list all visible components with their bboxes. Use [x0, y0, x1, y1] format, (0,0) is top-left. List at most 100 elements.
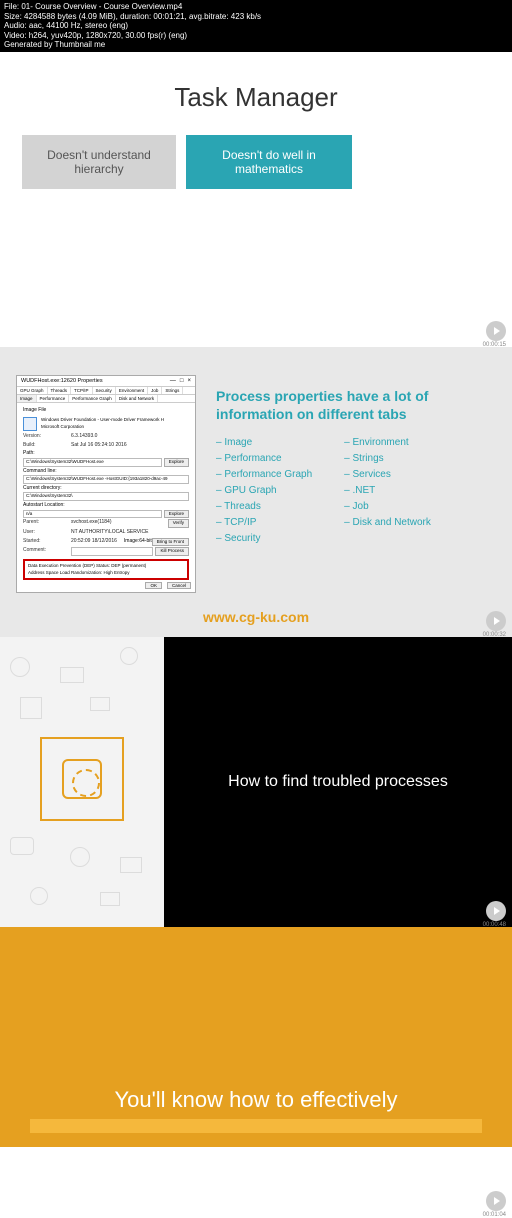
info-column: Process properties have a lot of informa…: [216, 375, 496, 621]
meta-video: Video: h264, yuv420p, 1280x720, 30.00 fp…: [4, 31, 508, 41]
list-item: Environment: [344, 437, 431, 448]
list-item: Performance Graph: [216, 469, 312, 480]
parent-value: svchost.exe(1184): [71, 519, 166, 528]
maximize-icon[interactable]: □: [180, 378, 184, 384]
list-item: Performance: [216, 453, 312, 464]
page-title: Task Manager: [0, 82, 512, 113]
comment-label: Comment:: [23, 547, 71, 556]
version-label: Version:: [23, 433, 71, 441]
decorative-panel: [0, 637, 164, 927]
issue-box-math: Doesn't do well in mathematics: [186, 135, 352, 189]
user-value: NT AUTHORITY\LOCAL SERVICE: [71, 529, 189, 537]
tab-image[interactable]: Image: [17, 395, 37, 402]
auto-label: Autostart Location:: [23, 502, 189, 510]
aslr-status: Address Space Load Randomization: High E…: [28, 570, 184, 576]
meta-gen: Generated by Thumbnail me: [4, 40, 508, 50]
tab-perf[interactable]: Performance: [37, 395, 70, 402]
list-item: Services: [344, 469, 431, 480]
close-icon[interactable]: ×: [187, 378, 191, 384]
section-label: Image File: [23, 407, 189, 415]
image-label: Image:: [124, 538, 139, 547]
tab-job[interactable]: Job: [148, 387, 162, 394]
list-item: .NET: [344, 485, 431, 496]
play-icon[interactable]: [486, 901, 506, 921]
list-item: Threads: [216, 501, 312, 512]
curdir-input[interactable]: C:\Windows\System32\: [23, 492, 189, 501]
play-icon[interactable]: [486, 321, 506, 341]
tab-env[interactable]: Environment: [116, 387, 148, 394]
tab-perfgraph[interactable]: Performance Graph: [69, 395, 116, 402]
build-value: Sat Jul 16 05:24:10 2016: [71, 442, 189, 450]
dialog-footer: OK Cancel: [143, 582, 191, 589]
app-icon: [23, 417, 37, 431]
slide-process-properties: WUDFHost.exe:12620 Properties — □ × GPU …: [0, 347, 512, 637]
issue-box-hierarchy: Doesn't understand hierarchy: [22, 135, 176, 189]
desc-1: Windows Driver Foundation - User-mode Dr…: [41, 417, 189, 424]
tab-disk[interactable]: Disk and Network: [116, 395, 158, 402]
tab-strings[interactable]: Strings: [162, 387, 183, 394]
started-value: 20:52:09 18/12/2016: [71, 538, 120, 547]
gear-icon: [40, 737, 124, 821]
path-label: Path:: [23, 450, 189, 458]
dialog-body: Image File Windows Driver Foundation - U…: [17, 403, 195, 584]
meta-file: File: 01- Course Overview - Course Overv…: [4, 2, 508, 12]
user-label: User:: [23, 529, 71, 537]
desc-2: Microsoft Corporation: [41, 424, 189, 431]
slide-task-manager: Task Manager Doesn't understand hierarch…: [0, 52, 512, 347]
play-icon[interactable]: [486, 1191, 506, 1211]
highlight-bar: [30, 1119, 482, 1133]
explore-button[interactable]: Explore: [164, 458, 189, 467]
tab-tcpip[interactable]: TCP/IP: [71, 387, 93, 394]
tab-list-2: Environment Strings Services .NET Job Di…: [344, 437, 431, 549]
list-item: TCP/IP: [216, 517, 312, 528]
cmd-label: Command line:: [23, 468, 189, 476]
minimize-icon[interactable]: —: [170, 378, 176, 384]
list-item: Security: [216, 533, 312, 544]
tab-threads[interactable]: Threads: [48, 387, 72, 394]
tab-gpugraph[interactable]: GPU Graph: [17, 387, 48, 394]
list-item: Image: [216, 437, 312, 448]
version-value: 6.3.14393.0: [71, 433, 189, 441]
watermark: www.cg-ku.com: [203, 609, 309, 625]
comment-input[interactable]: [71, 547, 153, 556]
slide-title: You'll know how to effectively: [114, 1087, 397, 1113]
dialog-title: WUDFHost.exe:12620 Properties: [21, 378, 103, 384]
issue-boxes: Doesn't understand hierarchy Doesn't do …: [0, 135, 512, 189]
timestamp: 00:01:04: [483, 1212, 506, 1218]
play-icon[interactable]: [486, 611, 506, 631]
explore-button-2[interactable]: Explore: [164, 510, 189, 519]
cancel-button[interactable]: Cancel: [167, 582, 191, 589]
list-item: GPU Graph: [216, 485, 312, 496]
highlighted-section: Data Execution Prevention (DEP) Status: …: [23, 559, 189, 580]
list-item: Disk and Network: [344, 517, 431, 528]
curdir-label: Current directory:: [23, 485, 189, 493]
tab-row-2: Image Performance Performance Graph Disk…: [17, 395, 195, 403]
verify-button[interactable]: Verify: [168, 519, 189, 528]
path-input[interactable]: C:\Windows\System32\WUDFHost.exe: [23, 458, 162, 467]
started-label: Started:: [23, 538, 71, 547]
meta-audio: Audio: aac, 44100 Hz, stereo (eng): [4, 21, 508, 31]
ok-button[interactable]: OK: [145, 582, 162, 589]
slide-effectively: You'll know how to effectively 00:01:04: [0, 927, 512, 1217]
title-panel: How to find troubled processes: [164, 637, 512, 927]
cmd-input[interactable]: C:\Windows\System32\WUDFHost.exe -HostGU…: [23, 475, 189, 484]
video-metadata: File: 01- Course Overview - Course Overv…: [0, 0, 512, 52]
list-item: Strings: [344, 453, 431, 464]
tab-row-1: GPU Graph Threads TCP/IP Security Enviro…: [17, 387, 195, 395]
list-item: Job: [344, 501, 431, 512]
white-panel: [0, 1147, 512, 1217]
bring-button[interactable]: Bring to Front: [152, 538, 189, 547]
parent-label: Parent:: [23, 519, 71, 528]
dialog-titlebar: WUDFHost.exe:12620 Properties — □ ×: [17, 376, 195, 387]
auto-input[interactable]: n/a: [23, 510, 162, 519]
tab-list-1: Image Performance Performance Graph GPU …: [216, 437, 312, 549]
tab-columns: Image Performance Performance Graph GPU …: [216, 437, 496, 549]
window-controls: — □ ×: [170, 378, 191, 384]
slide-troubled-processes: How to find troubled processes 00:00:48: [0, 637, 512, 927]
slide-title: How to find troubled processes: [228, 773, 448, 791]
gold-panel: You'll know how to effectively: [0, 927, 512, 1147]
tab-security[interactable]: Security: [93, 387, 116, 394]
image-value: 64-bit: [139, 538, 152, 547]
build-label: Build:: [23, 442, 71, 450]
kill-button[interactable]: Kill Process: [155, 547, 189, 556]
